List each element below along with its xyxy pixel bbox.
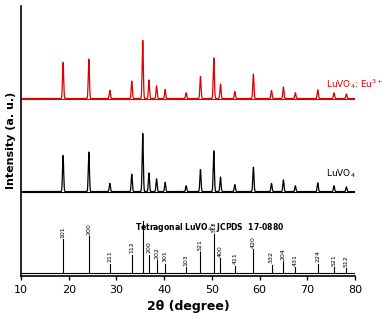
Text: 312: 312	[211, 221, 216, 233]
Text: 211: 211	[107, 251, 113, 262]
Text: LuVO$_4$: LuVO$_4$	[327, 168, 356, 180]
Text: 332: 332	[269, 251, 274, 263]
Text: Tetragonal LuVO$_4$: JCPDS  17-0880: Tetragonal LuVO$_4$: JCPDS 17-0880	[135, 221, 284, 234]
Text: 224: 224	[315, 250, 320, 262]
Text: 431: 431	[293, 254, 298, 265]
Text: 321: 321	[198, 239, 203, 251]
Text: 512: 512	[344, 255, 349, 267]
Text: 521: 521	[332, 254, 336, 265]
Text: 200: 200	[86, 223, 91, 235]
Text: LuVO$_4$: Eu$^{3+}$: LuVO$_4$: Eu$^{3+}$	[327, 77, 384, 91]
Text: 101: 101	[61, 226, 65, 238]
Text: 204: 204	[281, 249, 286, 260]
X-axis label: 2θ (degree): 2θ (degree)	[147, 300, 229, 314]
Text: 200: 200	[147, 242, 151, 254]
Text: 202: 202	[154, 247, 159, 259]
Text: 112: 112	[129, 242, 134, 254]
Text: 400: 400	[218, 245, 223, 257]
Text: 301: 301	[163, 251, 168, 262]
Text: 411: 411	[232, 253, 237, 264]
Text: 103: 103	[183, 254, 189, 265]
Y-axis label: Intensity (a. u.): Intensity (a. u.)	[5, 92, 16, 189]
Text: 420: 420	[251, 236, 256, 248]
